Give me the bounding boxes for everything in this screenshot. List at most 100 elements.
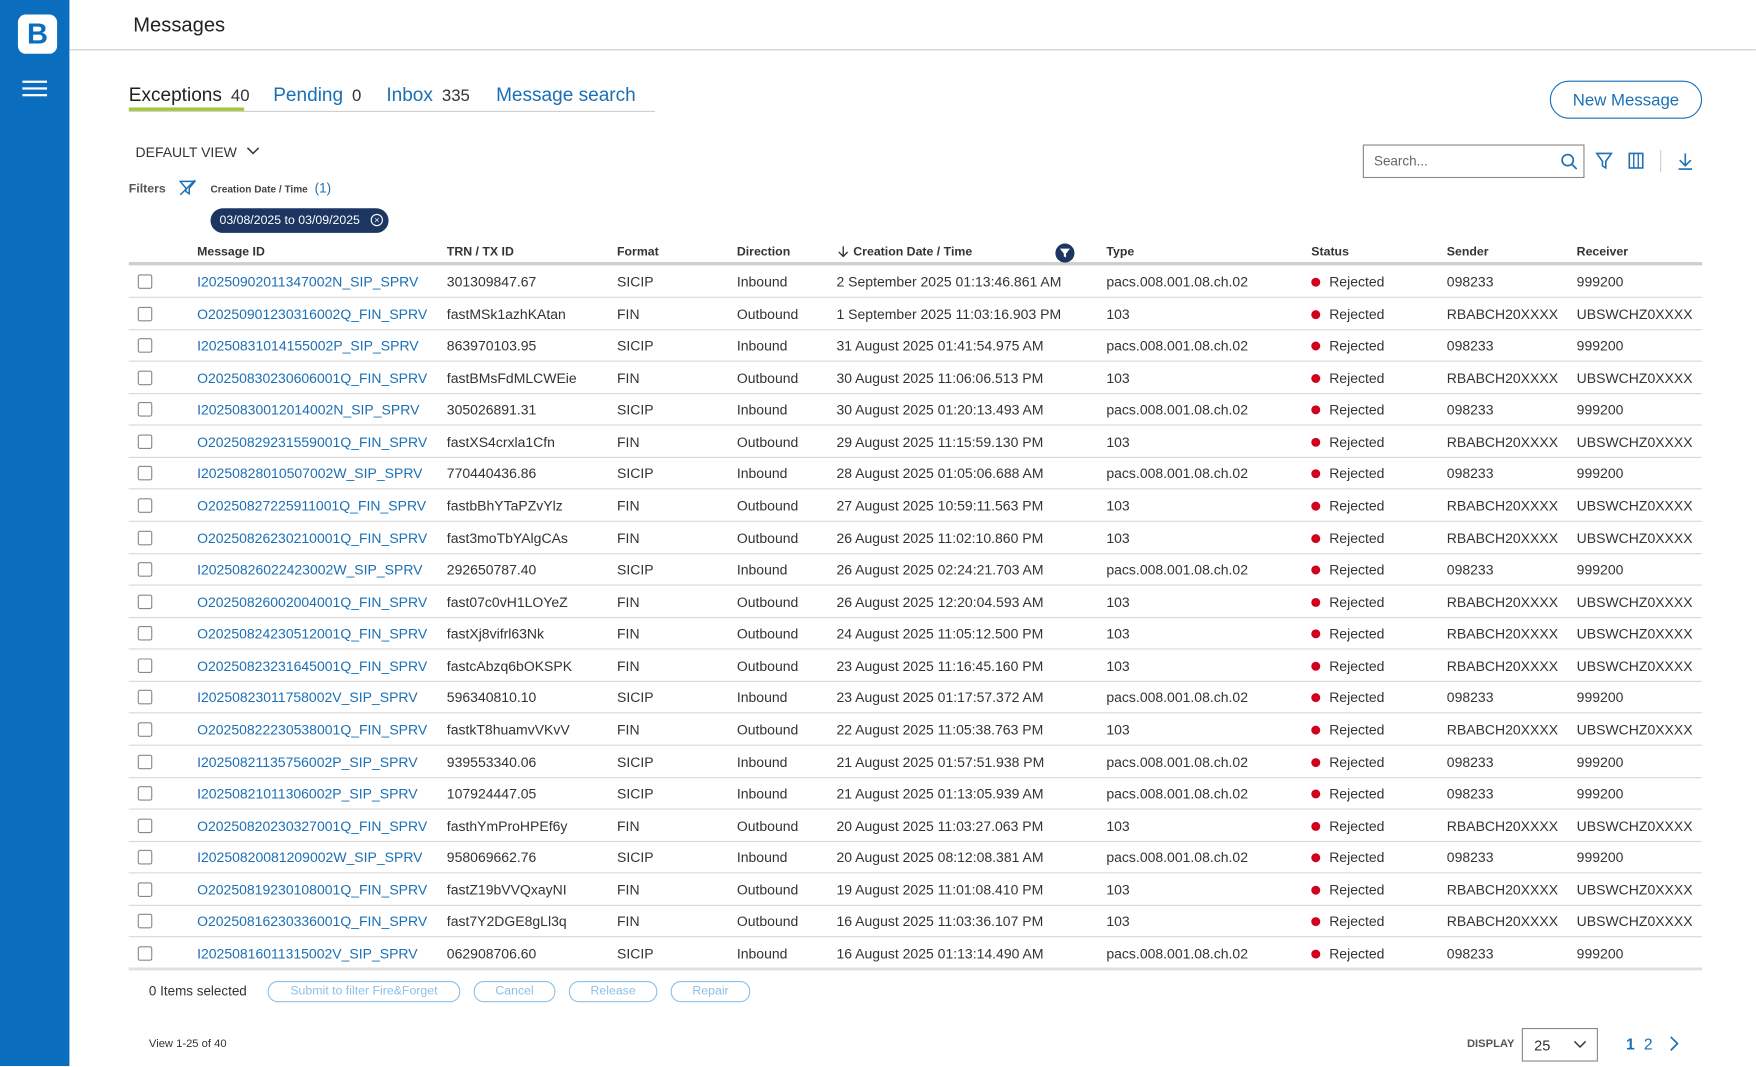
row-checkbox[interactable] bbox=[137, 658, 153, 673]
tab[interactable]: Message search bbox=[496, 84, 636, 106]
message-id-link[interactable]: O20250816230336001Q_FIN_SPRV bbox=[197, 914, 428, 930]
row-checkbox[interactable] bbox=[137, 562, 153, 577]
row-checkbox[interactable] bbox=[137, 434, 153, 449]
row-checkbox[interactable] bbox=[137, 530, 153, 545]
cell-text: fastcAbzq6bOKSPK bbox=[446, 658, 573, 674]
cell[interactable]: I20250828010507002W_SIP_SPRV bbox=[197, 466, 422, 482]
row-checkbox[interactable] bbox=[137, 946, 153, 961]
cell-text: Rejected bbox=[1329, 786, 1385, 802]
cell[interactable]: O20250901230316002Q_FIN_SPRV bbox=[197, 306, 427, 322]
row-checkbox[interactable] bbox=[137, 274, 153, 289]
cell[interactable]: O20250824230512001Q_FIN_SPRV bbox=[197, 626, 427, 642]
row-checkbox[interactable] bbox=[137, 466, 153, 481]
message-id-link[interactable]: O20250823231645001Q_FIN_SPRV bbox=[197, 658, 428, 674]
columns-icon[interactable] bbox=[1628, 152, 1644, 169]
table-row: I20250816011315002V_SIP_SPRV 062908706.60… bbox=[128, 937, 1703, 970]
tab[interactable]: Exceptions 40 bbox=[129, 84, 250, 106]
message-id-link[interactable]: O20250827225911001Q_FIN_SPRV bbox=[197, 498, 427, 514]
cell[interactable]: O20250823231645001Q_FIN_SPRV bbox=[197, 658, 427, 674]
cell[interactable]: O20250820230327001Q_FIN_SPRV bbox=[197, 818, 427, 834]
page-size-select[interactable]: 25 bbox=[1521, 1027, 1598, 1062]
row-checkbox[interactable] bbox=[137, 498, 153, 513]
view-selector[interactable]: DEFAULT VIEW bbox=[135, 144, 260, 160]
cell[interactable]: I20250820081209002W_SIP_SPRV bbox=[197, 850, 422, 866]
message-id-link[interactable]: O20250824230512001Q_FIN_SPRV bbox=[197, 626, 428, 642]
row-checkbox[interactable] bbox=[137, 722, 153, 737]
cell: Outbound bbox=[737, 914, 799, 930]
tab[interactable]: Pending 0 bbox=[273, 84, 361, 106]
message-id-link[interactable]: I20250831014155002P_SIP_SPRV bbox=[197, 338, 419, 354]
search-box[interactable]: Search... bbox=[1362, 144, 1585, 179]
message-id-link[interactable]: O20250901230316002Q_FIN_SPRV bbox=[197, 306, 428, 323]
new-message-button[interactable]: New Message bbox=[1549, 80, 1703, 119]
cell[interactable]: O20250819230108001Q_FIN_SPRV bbox=[197, 882, 427, 898]
cell[interactable]: O20250816230336001Q_FIN_SPRV bbox=[197, 914, 427, 930]
cell-text: RBABCH20XXXX bbox=[1446, 626, 1559, 642]
page-link[interactable]: 1 bbox=[1625, 1034, 1635, 1053]
cell[interactable]: O20250830230606001Q_FIN_SPRV bbox=[197, 370, 427, 386]
message-id-link[interactable]: O20250830230606001Q_FIN_SPRV bbox=[197, 370, 428, 386]
message-id-link[interactable]: O20250820230327001Q_FIN_SPRV bbox=[197, 818, 428, 834]
message-id-link[interactable]: I20250820081209002W_SIP_SPRV bbox=[197, 850, 423, 866]
download-icon[interactable] bbox=[1678, 153, 1693, 170]
message-id-link[interactable]: I20250828010507002W_SIP_SPRV bbox=[197, 466, 423, 482]
row-checkbox[interactable] bbox=[137, 754, 153, 769]
cell[interactable]: I20250826022423002W_SIP_SPRV bbox=[197, 562, 422, 578]
clear-filters-icon[interactable] bbox=[179, 179, 196, 196]
message-id-link[interactable]: I20250830012014002N_SIP_SPRV bbox=[197, 402, 420, 418]
message-id-link[interactable]: O20250826230210001Q_FIN_SPRV bbox=[197, 530, 428, 546]
row-checkbox[interactable] bbox=[137, 594, 153, 609]
menu-button[interactable] bbox=[22, 80, 48, 101]
cell[interactable]: O20250826230210001Q_FIN_SPRV bbox=[197, 530, 427, 546]
cell[interactable]: O20250829231559001Q_FIN_SPRV bbox=[197, 434, 427, 450]
table-row: O20250830230606001Q_FIN_SPRV fastBMsFdMLC… bbox=[128, 361, 1703, 394]
cell-text: 21 August 2025 01:13:05.939 AM bbox=[836, 786, 1044, 802]
column-filter-icon[interactable] bbox=[1055, 243, 1075, 263]
cell[interactable]: I20250821135756002P_SIP_SPRV bbox=[197, 754, 418, 770]
chip-remove[interactable]: × bbox=[370, 213, 383, 227]
row-checkbox[interactable] bbox=[137, 882, 153, 897]
cell[interactable]: O20250826002004001Q_FIN_SPRV bbox=[197, 594, 427, 610]
row-checkbox[interactable] bbox=[137, 850, 153, 865]
cell[interactable]: I20250823011758002V_SIP_SPRV bbox=[197, 690, 418, 706]
message-id-link[interactable]: I20250826022423002W_SIP_SPRV bbox=[197, 562, 423, 578]
column-header[interactable]: Creation Date / Time bbox=[853, 245, 973, 259]
row-checkbox[interactable] bbox=[137, 402, 153, 417]
message-id-link[interactable]: O20250819230108001Q_FIN_SPRV bbox=[197, 882, 428, 898]
filter-icon[interactable] bbox=[1595, 152, 1613, 170]
cell[interactable]: I20250902011347002N_SIP_SPRV bbox=[197, 274, 418, 290]
cell: 2 September 2025 01:13:46.861 AM bbox=[836, 274, 1061, 290]
row-checkbox[interactable] bbox=[137, 626, 153, 641]
message-id-link[interactable]: O20250822230538001Q_FIN_SPRV bbox=[197, 722, 428, 738]
tab[interactable]: Inbox 335 bbox=[386, 84, 470, 106]
cell-text: 098233 bbox=[1446, 274, 1494, 291]
action-button[interactable]: Submit to filter Fire&Forget bbox=[267, 980, 461, 1003]
action-button[interactable]: Cancel bbox=[473, 980, 556, 1003]
cell[interactable]: O20250822230538001Q_FIN_SPRV bbox=[197, 722, 427, 738]
message-id-link[interactable]: I20250823011758002V_SIP_SPRV bbox=[197, 690, 418, 706]
filter-chip[interactable]: 03/08/2025 to 03/09/2025 bbox=[210, 208, 390, 233]
row-checkbox[interactable] bbox=[137, 306, 153, 321]
logo[interactable]: B bbox=[17, 14, 58, 54]
next-page[interactable] bbox=[1667, 1035, 1680, 1053]
message-id-link[interactable]: I20250821011306002P_SIP_SPRV bbox=[197, 786, 418, 802]
row-checkbox[interactable] bbox=[137, 914, 153, 929]
row-checkbox[interactable] bbox=[137, 786, 153, 801]
message-id-link[interactable]: I20250816011315002V_SIP_SPRV bbox=[197, 946, 418, 962]
row-checkbox[interactable] bbox=[137, 818, 153, 833]
action-button[interactable]: Repair bbox=[670, 980, 751, 1003]
message-id-link[interactable]: O20250829231559001Q_FIN_SPRV bbox=[197, 434, 428, 450]
cell[interactable]: I20250816011315002V_SIP_SPRV bbox=[197, 946, 418, 962]
cell[interactable]: I20250830012014002N_SIP_SPRV bbox=[197, 402, 419, 418]
cell[interactable]: O20250827225911001Q_FIN_SPRV bbox=[197, 498, 426, 514]
cell[interactable]: I20250821011306002P_SIP_SPRV bbox=[197, 786, 418, 802]
cell[interactable]: I20250831014155002P_SIP_SPRV bbox=[197, 338, 419, 354]
message-id-link[interactable]: O20250826002004001Q_FIN_SPRV bbox=[197, 594, 428, 610]
message-id-link[interactable]: I20250821135756002P_SIP_SPRV bbox=[197, 754, 418, 770]
row-checkbox[interactable] bbox=[137, 338, 153, 353]
action-button[interactable]: Release bbox=[568, 980, 658, 1003]
row-checkbox[interactable] bbox=[137, 690, 153, 705]
page-link[interactable]: 2 bbox=[1643, 1034, 1653, 1053]
row-checkbox[interactable] bbox=[137, 370, 153, 385]
message-id-link[interactable]: I20250902011347002N_SIP_SPRV bbox=[197, 274, 419, 291]
